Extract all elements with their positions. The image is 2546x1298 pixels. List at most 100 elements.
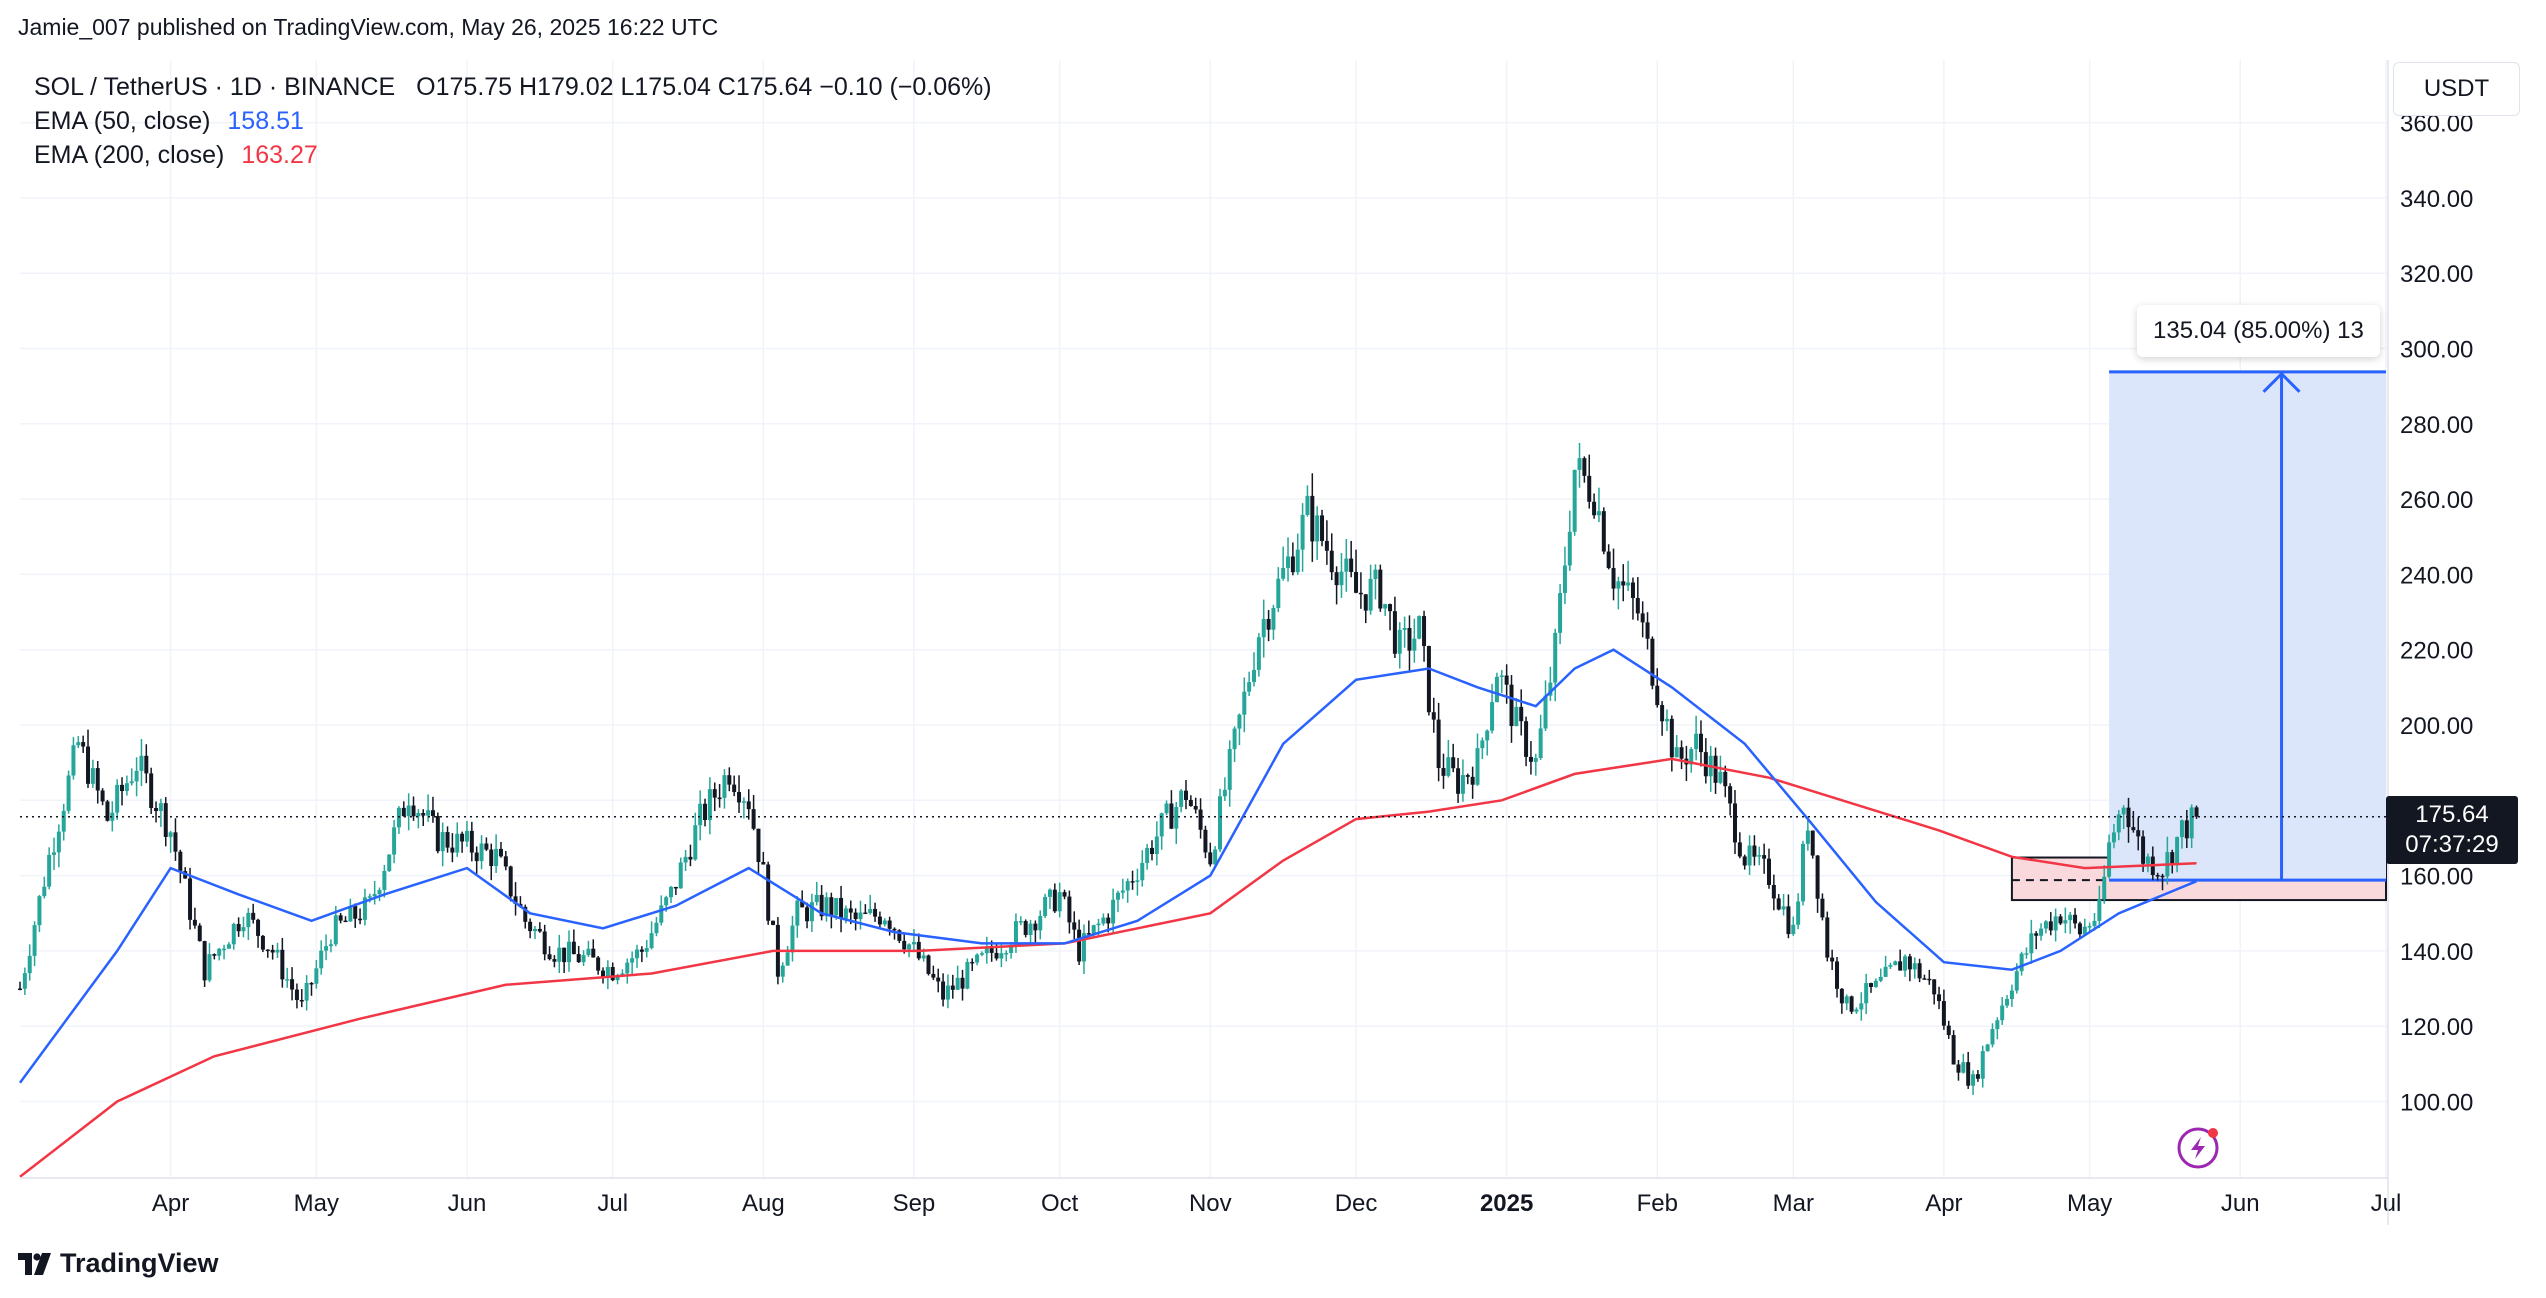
- candle-body: [1402, 627, 1407, 630]
- ema200-label: EMA (200, close): [34, 141, 225, 169]
- candle-body: [2097, 899, 2102, 921]
- candle-body: [362, 897, 367, 920]
- candle-body: [1067, 896, 1072, 923]
- ema50-row[interactable]: EMA (50, close) 158.51: [34, 104, 992, 138]
- candle-body: [158, 803, 163, 812]
- candle-body: [1490, 702, 1495, 731]
- candle-body: [1310, 495, 1315, 542]
- candle-body: [1776, 898, 1781, 910]
- last-price-value: 175.64: [2415, 801, 2489, 828]
- candle-body: [1771, 884, 1776, 899]
- measure-label[interactable]: 135.04 (85.00%) 13: [2137, 305, 2380, 357]
- candle-body: [2029, 933, 2034, 954]
- candle-body: [868, 908, 873, 914]
- ema50-line: [18, 648, 2197, 1084]
- candle-body: [1329, 550, 1334, 573]
- candle-body: [751, 809, 756, 829]
- candle-body: [479, 843, 484, 862]
- candle-body: [945, 985, 950, 1000]
- candle-body: [372, 894, 377, 897]
- candle-body: [800, 900, 805, 908]
- candle-body: [455, 833, 460, 853]
- candle-body: [2116, 814, 2121, 833]
- candle-body: [2014, 971, 2019, 991]
- candle-body: [2092, 920, 2097, 927]
- candle-body: [1441, 768, 1446, 776]
- candle-body: [2189, 807, 2194, 839]
- candle-body: [2068, 914, 2073, 921]
- candle-body: [95, 768, 100, 791]
- tradingview-logo[interactable]: TradingView: [18, 1248, 219, 1279]
- lightning-icon[interactable]: [2177, 1127, 2219, 1169]
- candle-body: [1227, 749, 1232, 790]
- candle-body: [858, 912, 863, 920]
- candle-body: [1140, 862, 1145, 881]
- candle-body: [299, 999, 304, 1002]
- candle-body: [1247, 682, 1252, 692]
- candle-body: [1728, 786, 1733, 804]
- candle-body: [562, 947, 567, 963]
- candle-body: [1460, 775, 1465, 794]
- candle-body: [489, 849, 494, 867]
- candle-body: [1689, 749, 1694, 765]
- bar-countdown: 07:37:29: [2405, 831, 2499, 858]
- candle-body: [999, 953, 1004, 959]
- candle-body: [1349, 558, 1354, 573]
- candle-body: [358, 918, 363, 921]
- candle-body: [2073, 914, 2078, 924]
- symbol-name[interactable]: SOL / TetherUS · 1D · BINANCE: [34, 73, 396, 101]
- candle-body: [222, 948, 227, 951]
- candle-body: [960, 977, 965, 989]
- candle-body: [785, 952, 790, 966]
- candle-body: [1932, 979, 1937, 995]
- candle-body: [542, 931, 547, 955]
- candle-body: [1028, 923, 1033, 935]
- candle-body: [1145, 847, 1150, 863]
- time-tick-label: May: [294, 1190, 339, 1217]
- candle-body: [717, 797, 722, 800]
- candle-body: [1927, 978, 1932, 981]
- candle-body: [707, 789, 712, 821]
- candle-body: [1004, 952, 1009, 955]
- candle-body: [1650, 638, 1655, 686]
- candle-body: [1766, 858, 1771, 885]
- candle-body: [1883, 966, 1888, 977]
- candle-body: [197, 925, 202, 942]
- candle-body: [2155, 875, 2160, 877]
- candle-body: [639, 949, 644, 952]
- candle-body: [66, 775, 71, 811]
- time-tick-label: Jun: [2221, 1190, 2260, 1217]
- candle-body: [703, 803, 708, 821]
- candle-body: [1514, 706, 1519, 727]
- candle-body: [426, 810, 431, 816]
- candle-body: [1208, 852, 1213, 865]
- candle-body: [698, 803, 703, 826]
- candle-body: [270, 949, 275, 953]
- candle-body: [712, 789, 717, 798]
- candle-body: [1679, 747, 1684, 759]
- time-axis: Apr May Jun Jul Aug Sep Oct Nov Dec 2025 Feb Mar Apr…: [152, 1190, 2401, 1217]
- currency-selector[interactable]: USDT: [2393, 62, 2520, 116]
- candle-body: [892, 928, 897, 931]
- ema200-row[interactable]: EMA (200, close) 163.27: [34, 138, 992, 172]
- candle-body: [1907, 956, 1912, 970]
- candle-body: [52, 852, 57, 855]
- chart-legend: SOL / TetherUS · 1D · BINANCE O175.75 H1…: [34, 70, 992, 172]
- candle-body: [18, 988, 22, 991]
- candle-body: [1538, 728, 1543, 759]
- candle-body: [498, 848, 503, 857]
- candle-body: [897, 930, 902, 941]
- candle-body: [2131, 827, 2136, 831]
- candle-body: [950, 985, 955, 990]
- candle-body: [673, 886, 678, 889]
- candle-body: [1757, 855, 1762, 857]
- candle-body: [1237, 714, 1242, 729]
- candle-body: [1271, 608, 1276, 630]
- candle-body: [105, 801, 110, 821]
- candle-body: [1135, 880, 1140, 882]
- candle-body: [843, 908, 848, 919]
- candle-body: [1504, 675, 1509, 685]
- candle-body: [877, 916, 882, 925]
- candle-body: [1412, 638, 1417, 651]
